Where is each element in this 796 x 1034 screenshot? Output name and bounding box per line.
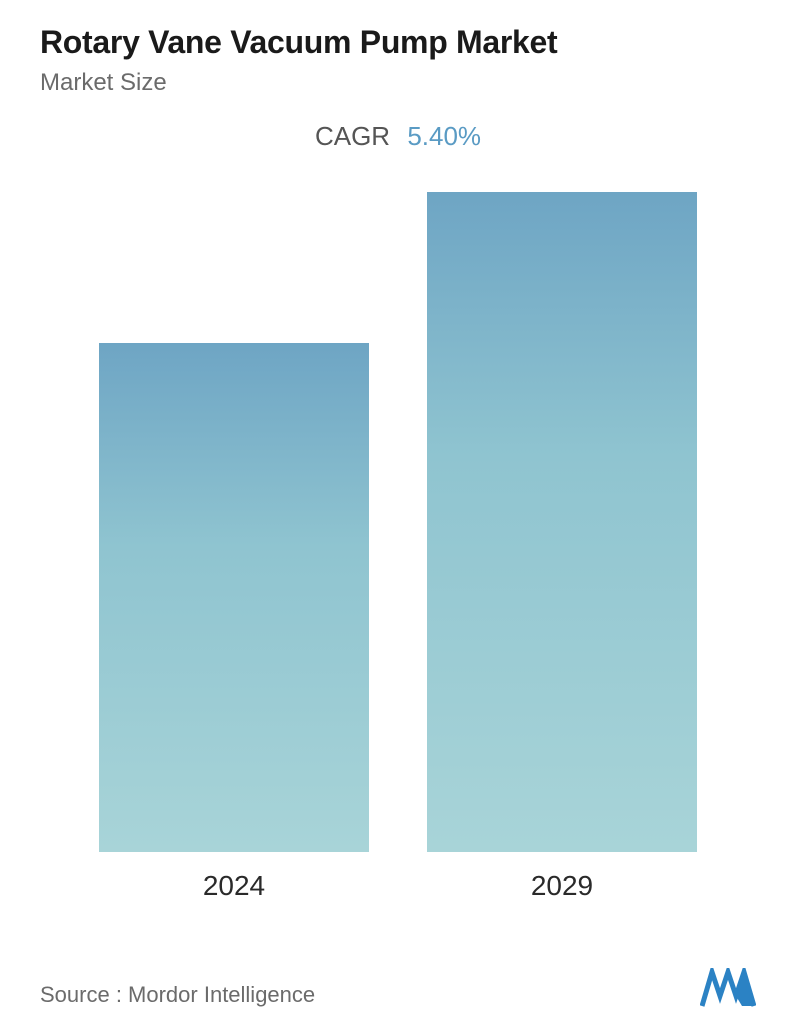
market-size-chart: 2024 2029 bbox=[40, 182, 756, 902]
footer: Source : Mordor Intelligence bbox=[40, 968, 756, 1008]
source-text: Source : Mordor Intelligence bbox=[40, 982, 315, 1008]
bar-label-2029: 2029 bbox=[531, 870, 593, 902]
cagr-label: CAGR bbox=[315, 121, 390, 151]
page-subtitle: Market Size bbox=[40, 69, 756, 97]
bar-group-2029: 2029 bbox=[427, 192, 697, 902]
cagr-row: CAGR 5.40% bbox=[40, 121, 756, 152]
page-title: Rotary Vane Vacuum Pump Market bbox=[40, 24, 756, 61]
bar-label-2024: 2024 bbox=[203, 870, 265, 902]
cagr-value: 5.40% bbox=[407, 121, 481, 151]
brand-logo-icon bbox=[700, 968, 756, 1008]
bar-group-2024: 2024 bbox=[99, 343, 369, 902]
bar-2029 bbox=[427, 192, 697, 852]
bar-2024 bbox=[99, 343, 369, 852]
